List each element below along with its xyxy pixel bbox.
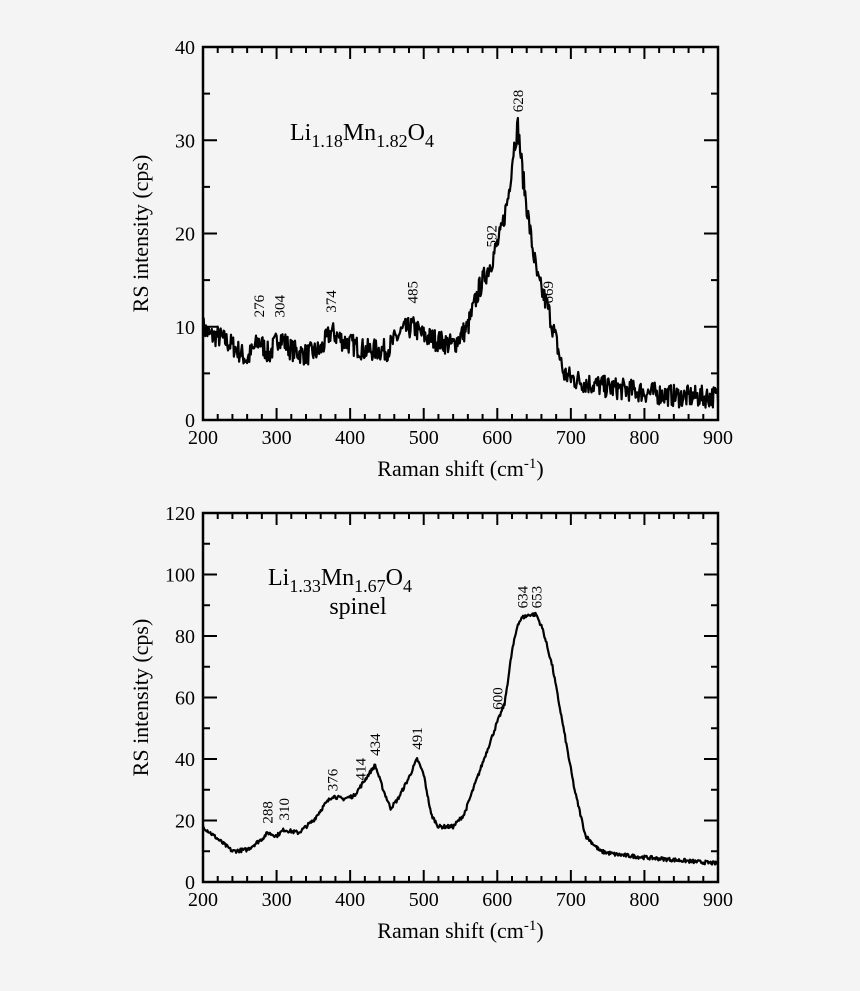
x-tick-label: 300: [262, 427, 292, 449]
peak-label: 304: [273, 294, 289, 317]
peak-label: 485: [406, 281, 422, 304]
peak-label: 491: [410, 727, 426, 750]
y-tick-label: 60: [175, 688, 195, 710]
y-tick-label: 30: [175, 130, 195, 152]
x-tick-label: 700: [556, 889, 586, 911]
x-axis-label-end: ): [536, 456, 543, 481]
peak-label: 276: [252, 294, 268, 317]
x-axis-label: Raman shift (cm-1): [377, 456, 543, 481]
peak-label: 310: [277, 798, 293, 821]
title-part: 1.67: [354, 576, 386, 596]
x-tick-label: 500: [409, 889, 439, 911]
y-tick-label: 0: [185, 410, 195, 432]
x-axis-label: Raman shift (cm-1): [377, 918, 543, 943]
title-part: 1.33: [289, 576, 321, 596]
x-axis-label-sup: -1: [524, 456, 537, 472]
title-part: 1.82: [376, 131, 408, 151]
y-tick-label: 100: [165, 565, 195, 587]
title-part: Li: [268, 565, 290, 591]
plot-frame: [201, 45, 720, 422]
x-tick-label: 400: [335, 889, 365, 911]
peak-label: 376: [325, 768, 341, 791]
title-part: Mn: [321, 565, 354, 591]
x-tick-label: 500: [409, 427, 439, 449]
y-tick-label: 20: [175, 811, 195, 833]
peak-label: 669: [541, 281, 557, 304]
peak-label: 374: [324, 290, 340, 313]
spectrum-line: [201, 116, 720, 409]
title-part: O: [408, 120, 425, 146]
chart-title: Li1.18Mn1.82O4: [290, 120, 434, 151]
y-tick-label: 120: [165, 503, 195, 525]
y-tick-label: 10: [175, 317, 195, 339]
peak-label: 634: [515, 585, 531, 608]
peak-label: 434: [368, 733, 384, 756]
peak-label: 414: [353, 758, 369, 781]
chart-title: Li1.33Mn1.67O4: [268, 565, 412, 596]
x-tick-label: 700: [556, 427, 586, 449]
x-tick-label: 800: [629, 889, 659, 911]
chart-subtitle: spinel: [329, 594, 387, 620]
y-tick-label: 40: [175, 37, 195, 59]
title-part: 1.18: [311, 131, 343, 151]
y-axis-label: RS intensity (cps): [128, 619, 153, 777]
x-axis-label-end: ): [536, 918, 543, 943]
title-part: Mn: [343, 120, 376, 146]
x-tick-label: 200: [188, 889, 218, 911]
x-tick-label: 300: [262, 889, 292, 911]
x-tick-label: 600: [482, 889, 512, 911]
chart-1: 200 300 400 500 600 700 800 900 0 10 20 30 40 Raman s…: [128, 37, 733, 481]
y-tick-label: 80: [175, 626, 195, 648]
x-tick-label: 400: [335, 427, 365, 449]
x-tick-label: 900: [703, 889, 733, 911]
peak-label: 288: [261, 801, 277, 824]
peak-label: 592: [484, 225, 500, 248]
spectrum-line: [202, 611, 719, 866]
title-part: 4: [425, 131, 434, 151]
peak-label: 653: [529, 586, 545, 609]
x-tick-label: 800: [629, 427, 659, 449]
peak-label: 600: [490, 687, 506, 710]
chart-2: 200 300 400 500 600 700 800 900 0 20 40 60 80 100 120 R…: [128, 503, 733, 943]
x-tick-label: 600: [482, 427, 512, 449]
peak-label: 628: [511, 90, 527, 113]
y-tick-label: 40: [175, 749, 195, 771]
y-tick-label: 20: [175, 224, 195, 246]
y-tick-label: 0: [185, 872, 195, 894]
title-part: 4: [403, 576, 412, 596]
x-axis-label-sup: -1: [524, 918, 537, 934]
title-part: O: [386, 565, 403, 591]
x-tick-label: 200: [188, 427, 218, 449]
y-axis-label: RS intensity (cps): [128, 155, 153, 313]
x-tick-label: 900: [703, 427, 733, 449]
title-part: Li: [290, 120, 312, 146]
